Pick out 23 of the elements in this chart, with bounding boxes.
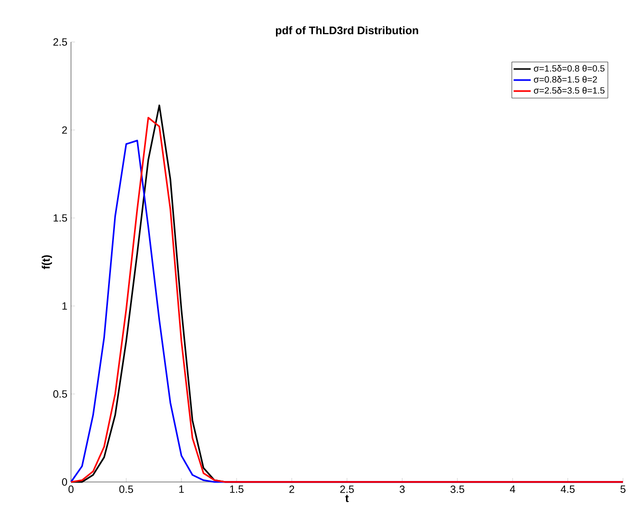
y-tick-label: 1 [62, 302, 67, 310]
y-tick-label: 2.5 [53, 38, 68, 46]
x-tick-label: 1.5 [230, 486, 244, 493]
x-tick-label: 0 [68, 486, 74, 493]
y-tick-label: 2 [62, 126, 67, 134]
y-tick-label: 0.5 [53, 390, 68, 398]
y-tick-label: 1.5 [54, 214, 68, 222]
x-tick-label: 1 [179, 486, 184, 493]
legend-label: σ=0.8δ=1.5 θ=2 [534, 76, 597, 83]
x-tick-label: 2 [289, 486, 294, 493]
x-tick-label: 5 [620, 486, 626, 493]
x-tick-label: 4 [510, 486, 516, 493]
chart-title: pdf of ThLD3rd Distribution [276, 26, 418, 36]
legend-label: σ=2.5δ=3.5 θ=1.5 [534, 87, 605, 94]
x-tick-label: 0.5 [119, 486, 134, 493]
legend-label: σ=1.5δ=0.8 θ=0.5 [534, 64, 605, 72]
y-axis-title: f(t) [42, 255, 52, 270]
x-tick-label: 3.5 [450, 486, 464, 493]
y-tick-label: 0 [62, 478, 68, 486]
x-tick-label: 4.5 [560, 486, 575, 493]
x-axis-title: t [345, 494, 349, 502]
x-tick-label: 2.5 [340, 486, 354, 493]
x-tick-label: 3 [400, 486, 405, 493]
